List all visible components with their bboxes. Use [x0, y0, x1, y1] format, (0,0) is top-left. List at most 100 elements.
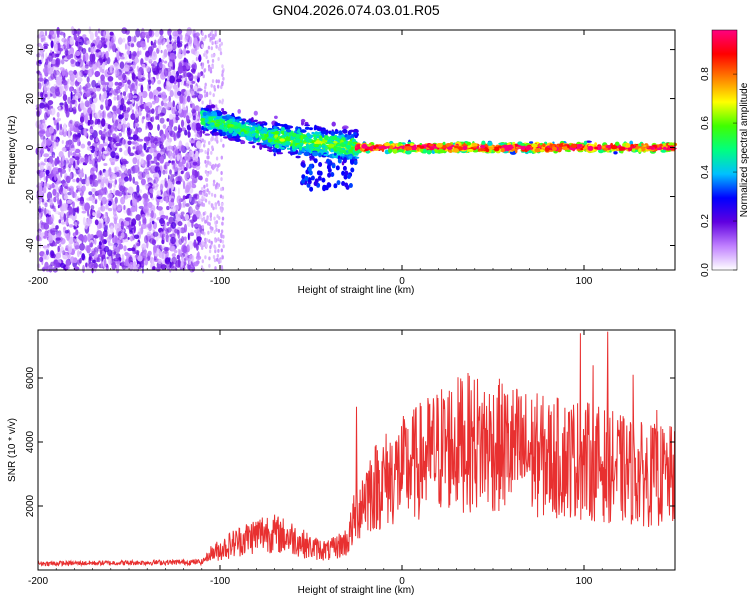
spectrogram-cell: [146, 231, 152, 237]
spectrogram-cell: [96, 230, 103, 238]
spectrogram-cell: [168, 95, 171, 102]
spectrogram-cell: [419, 143, 423, 145]
spectrogram-cell: [217, 260, 221, 265]
spectrogram-cell: [211, 226, 214, 231]
spectrogram-cell: [241, 140, 246, 144]
spectrogram-cell: [206, 59, 210, 64]
spectrogram-cell: [159, 117, 165, 124]
colorbar-tick-label: 0.0: [700, 263, 711, 277]
spectrogram-cell: [423, 144, 427, 150]
spectrogram-cell: [201, 230, 204, 235]
spectrogram-cell: [254, 133, 259, 139]
spectrogram-cell: [146, 173, 150, 178]
spectrogram-cell: [48, 109, 52, 115]
spectrogram-cell: [124, 64, 130, 72]
spectrogram-cell: [215, 220, 219, 225]
spectrogram-cell: [183, 47, 187, 56]
spectrogram-cell: [57, 204, 60, 209]
spectrogram-cell: [55, 57, 61, 66]
spectrogram-cell: [81, 47, 87, 55]
spectrogram-cell: [92, 60, 96, 64]
spectrogram-cell: [158, 106, 163, 111]
spectrogram-cell: [48, 126, 55, 134]
spectrogram-cell: [220, 202, 224, 207]
spectrogram-cell: [76, 28, 82, 35]
spectrogram-cell: [132, 134, 139, 141]
spectrogram-cell: [170, 236, 176, 245]
spectrogram-cell: [566, 149, 571, 153]
spectrogram-cell: [172, 36, 178, 40]
spectrogram-cell: [55, 53, 60, 58]
spectrogram-cell: [131, 63, 136, 70]
spectrogram-cell: [39, 85, 42, 90]
spectrogram-cell: [78, 141, 81, 146]
spectrogram-cell: [307, 177, 312, 183]
spectrogram-cell: [344, 182, 349, 188]
spectrogram-cell: [122, 195, 129, 200]
spectrogram-cell: [298, 145, 303, 151]
spectrogram-cell: [210, 46, 213, 51]
spectrogram-cell: [94, 70, 101, 77]
spectrogram-cell: [63, 39, 69, 48]
spectrogram-cell: [108, 128, 112, 137]
spectrogram-cell: [134, 234, 140, 240]
spectrogram-cell: [100, 104, 104, 111]
spectrogram-cell: [84, 221, 89, 230]
spectrogram-cell: [227, 134, 232, 139]
spectrogram-cell: [309, 186, 314, 192]
spectrogram-x-tick-label: 0: [399, 276, 405, 287]
spectrogram-cell: [667, 145, 671, 151]
spectrogram-cell: [630, 146, 636, 149]
spectrogram-cell: [55, 237, 61, 241]
spectrogram-cell: [43, 253, 47, 260]
spectrogram-cell: [348, 129, 355, 133]
spectrogram-cell: [107, 193, 113, 200]
spectrogram-cell: [332, 135, 338, 141]
spectrogram-cell: [308, 149, 312, 153]
spectrogram-cell: [127, 79, 131, 85]
spectrogram-cell: [134, 111, 138, 118]
spectrogram-cell: [211, 112, 218, 117]
spectrogram-cell: [94, 30, 98, 38]
spectrogram-cell: [428, 143, 434, 147]
spectrogram-cell: [208, 141, 211, 145]
colorbar-tick-label: 0.4: [700, 165, 711, 179]
spectrogram-cell: [83, 54, 86, 64]
spectrogram-cell: [55, 252, 62, 259]
spectrogram-cell: [220, 41, 223, 46]
spectrogram-cell: [217, 46, 221, 51]
spectrogram-cell: [97, 151, 101, 156]
spectrogram-cell: [211, 79, 215, 84]
spectrogram-cell: [169, 61, 173, 67]
spectrogram-cell: [330, 148, 334, 153]
spectrogram-cell: [127, 140, 132, 146]
spectrogram-cell: [107, 80, 114, 88]
spectrogram-cell: [116, 86, 121, 90]
spectrogram-cell: [122, 37, 126, 43]
spectrogram-cell: [222, 143, 225, 148]
spectrogram-cell: [343, 174, 348, 180]
spectrogram-cell: [534, 148, 541, 153]
spectrogram-cell: [164, 223, 167, 230]
spectrogram-cell: [252, 145, 256, 149]
spectrogram-cell: [120, 97, 125, 106]
spectrogram-cell: [208, 263, 211, 268]
spectrogram-cell: [478, 148, 486, 151]
spectrogram-cell: [95, 37, 100, 41]
spectrogram-cell: [149, 188, 155, 194]
spectrogram-cell: [56, 122, 60, 131]
spectrogram-cell: [190, 261, 193, 265]
spectrogram-y-tick-label: -40: [25, 238, 36, 253]
spectrogram-cell: [91, 46, 96, 53]
spectrogram-cell: [200, 121, 206, 125]
snr-x-tick-label: 0: [399, 576, 405, 587]
spectrogram-cell: [322, 184, 327, 190]
spectrogram-cell: [202, 114, 209, 119]
spectrogram-cell: [48, 53, 53, 62]
spectrogram-cell: [57, 42, 61, 52]
spectrogram-cell: [115, 142, 121, 147]
spectrogram-cell: [429, 147, 435, 151]
spectrogram-cell: [53, 259, 59, 268]
spectrogram-cell: [46, 81, 51, 88]
spectrogram-cell: [121, 180, 124, 186]
